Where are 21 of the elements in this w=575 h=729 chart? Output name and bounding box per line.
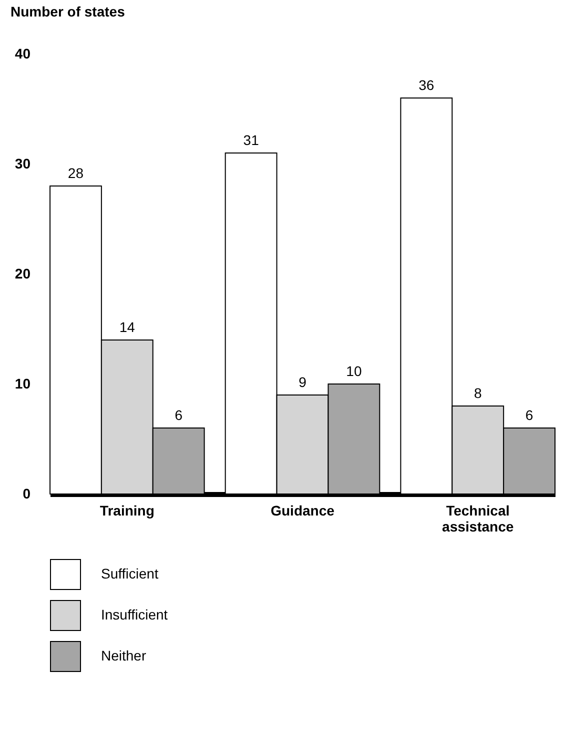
y-tick-label: 20 [14,266,31,282]
x-tick-label: Training [100,502,154,518]
y-tick-label: 40 [14,46,31,62]
data-label: 10 [346,363,362,379]
data-label: 31 [243,132,260,148]
x-tick-label: Technical assistance [442,502,514,534]
y-tick-label: 30 [14,156,31,172]
legend-label: Neither [101,648,146,664]
data-label: 9 [298,374,307,390]
data-label: 14 [119,319,136,335]
data-label: 28 [68,165,84,181]
data-label: 6 [525,407,534,423]
legend-label: Sufficient [101,566,158,582]
data-label: 6 [174,407,183,423]
data-label: 8 [474,385,482,401]
y-axis-title: Number of states [10,4,126,20]
x-tick-label: Guidance [270,502,335,518]
legend-label: Insufficient [101,606,168,622]
data-label: 36 [418,77,434,93]
y-tick-label: 10 [14,376,31,392]
y-tick-label: 0 [22,486,31,502]
